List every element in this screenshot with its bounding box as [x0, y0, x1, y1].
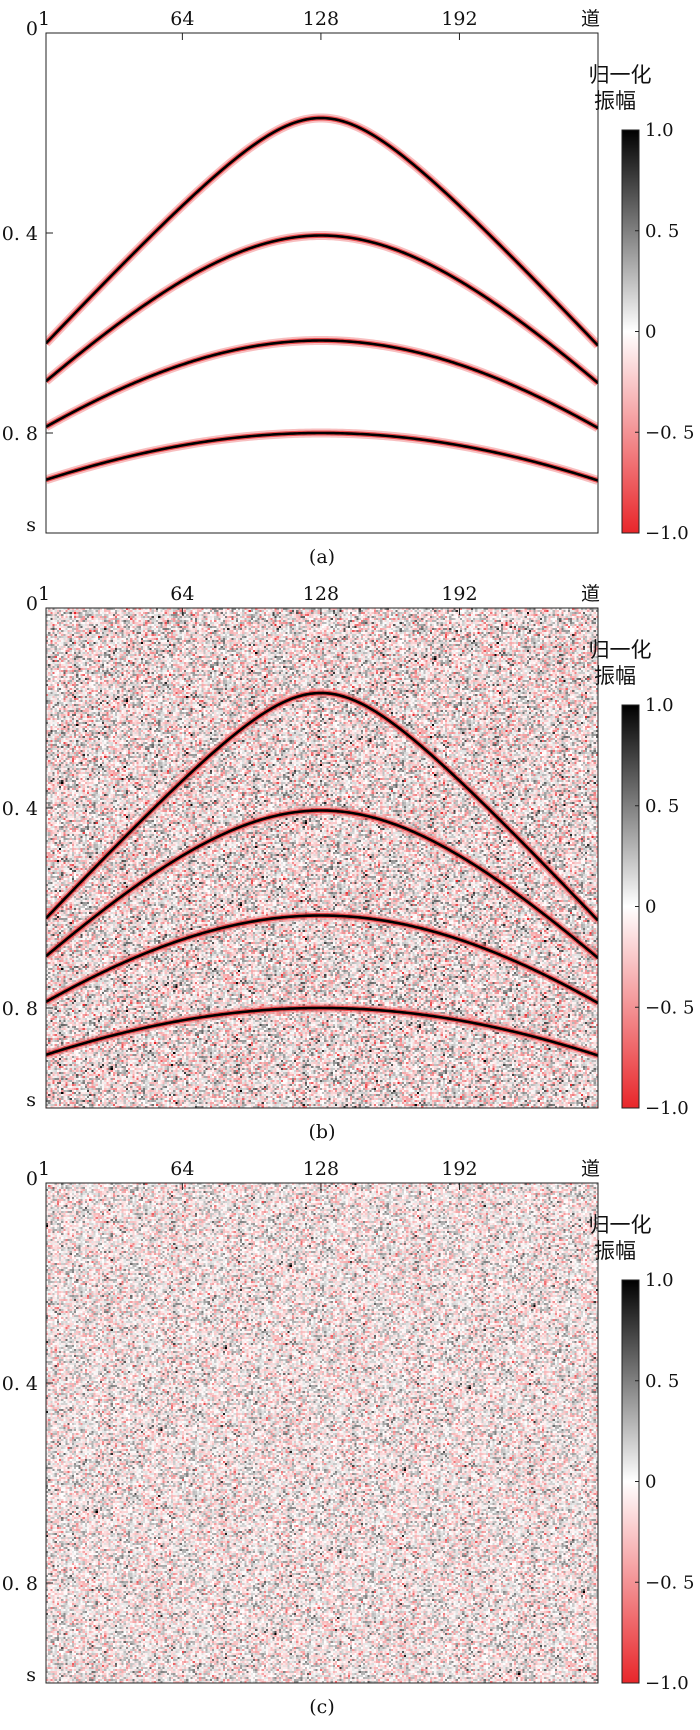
- colorbar-tick-label: 0: [645, 1472, 656, 1493]
- panel-caption: (c): [309, 1696, 334, 1718]
- y-unit-label: s: [26, 1089, 36, 1111]
- reflection-event-1: [46, 691, 598, 922]
- colorbar-title-line2: 振幅: [594, 1239, 636, 1263]
- y-tick-label: 0. 4: [2, 1373, 38, 1395]
- colorbar-tick-label: 1.0: [645, 695, 674, 716]
- y-tick-label: 0. 8: [2, 998, 38, 1020]
- noise-field: [46, 1183, 598, 1683]
- reflection-event-4: [46, 431, 598, 482]
- reflection-event-2: [46, 234, 598, 384]
- reflection-event-1: [46, 116, 598, 347]
- colorbar-tick-label: −0. 5: [645, 1572, 694, 1593]
- x-tick-label: 1: [38, 1158, 50, 1180]
- colorbar-title-line2: 振幅: [594, 664, 636, 688]
- colorbar-title-line2: 振幅: [594, 89, 636, 113]
- x-tick-label: 128: [303, 8, 339, 30]
- y-tick-label: 0: [26, 18, 38, 40]
- x-tick-label: 道: [581, 8, 600, 30]
- colorbar-tick-label: −0. 5: [645, 997, 694, 1018]
- x-tick-label: 道: [581, 1158, 600, 1180]
- colorbar-tick-label: 0. 5: [645, 221, 679, 242]
- colorbar-tick-label: −1.0: [645, 1098, 689, 1119]
- plot-frame: [45, 32, 599, 534]
- x-tick-label: 64: [170, 583, 194, 605]
- x-tick-label: 192: [441, 583, 477, 605]
- colorbar-tick-label: −1.0: [645, 1673, 689, 1694]
- x-tick-label: 192: [441, 8, 477, 30]
- x-tick-label: 道: [581, 583, 600, 605]
- colorbar-tick-label: 0. 5: [645, 1371, 679, 1392]
- reflection-event-3: [46, 339, 598, 430]
- x-tick-label: 128: [303, 1158, 339, 1180]
- colorbar-title-line1: 归一化: [589, 63, 652, 87]
- x-tick-label: 128: [303, 583, 339, 605]
- reflection-event-3: [46, 914, 598, 1005]
- colorbar-title-line1: 归一化: [589, 638, 652, 662]
- y-unit-label: s: [26, 514, 36, 536]
- colorbar-tick-label: −0. 5: [645, 422, 694, 443]
- colorbar-tick-label: −1.0: [645, 523, 689, 544]
- seismic-panel-c: 1 64 128 192 道 0 0. 4 0. 8 s 归一化 振幅 1.0 0. 5 0 −0. 5 −1…: [0, 1150, 700, 1725]
- seismic-panel-a: 1 64 128 192 道 0 0. 4 0. 8 s 归一化 振幅 1.0 0. 5 0 −0. 5 −1…: [0, 0, 700, 575]
- panel-caption: (a): [309, 546, 335, 568]
- y-tick-label: 0. 4: [2, 798, 38, 820]
- colorbar-tick-label: 0: [645, 322, 656, 343]
- y-tick-label: 0: [26, 593, 38, 615]
- y-unit-label: s: [26, 1664, 36, 1686]
- colorbar-tick-label: 0. 5: [645, 796, 679, 817]
- x-tick-label: 1: [38, 8, 50, 30]
- colorbar-tick-label: 1.0: [645, 1270, 674, 1291]
- y-tick-label: 0. 8: [2, 423, 38, 445]
- colorbar-title-line1: 归一化: [589, 1213, 652, 1237]
- colorbar-tick-label: 1.0: [645, 120, 674, 141]
- y-tick-label: 0: [26, 1168, 38, 1190]
- reflection-event-4: [46, 1006, 598, 1057]
- x-tick-label: 1: [38, 583, 50, 605]
- x-tick-label: 64: [170, 8, 194, 30]
- panel-caption: (b): [309, 1121, 336, 1143]
- y-tick-label: 0. 4: [2, 223, 38, 245]
- reflection-event-2: [46, 809, 598, 959]
- x-tick-label: 64: [170, 1158, 194, 1180]
- plot-frame: [45, 607, 599, 1109]
- colorbar-tick-label: 0: [645, 897, 656, 918]
- seismic-panel-b: 1 64 128 192 道 0 0. 4 0. 8 s 归一化 振幅 1.0 0. 5 0 −0. 5 −1…: [0, 575, 700, 1150]
- plot-frame: [45, 1182, 599, 1684]
- x-tick-label: 192: [441, 1158, 477, 1180]
- y-tick-label: 0. 8: [2, 1573, 38, 1595]
